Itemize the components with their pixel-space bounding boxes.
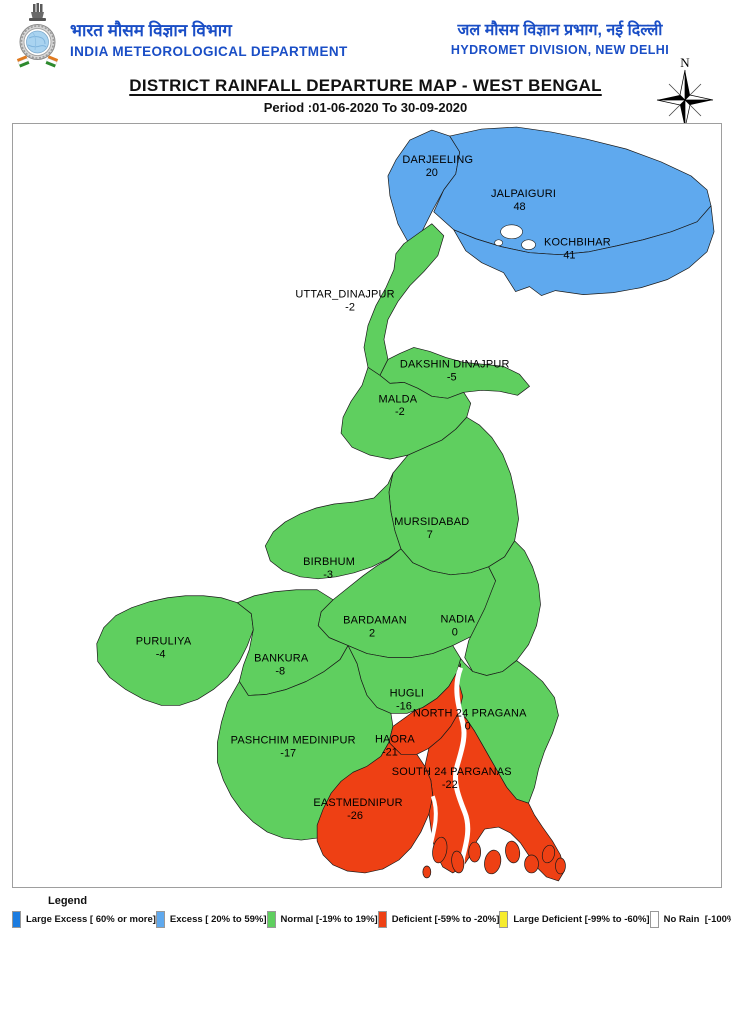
large-deficient-swatch	[499, 911, 509, 928]
svg-text:41: 41	[563, 250, 575, 262]
label-bardaman: BARDAMAN	[343, 615, 407, 627]
label-nadia: NADIA	[441, 614, 476, 626]
svg-text:-4: -4	[156, 649, 166, 661]
large-excess-swatch	[12, 911, 21, 928]
no-rain-swatch	[649, 911, 659, 928]
legend-item-excess: Excess [ 20% to 59%]	[155, 911, 267, 928]
label-kochbihar: KOCHBIHAR	[544, 237, 611, 249]
legend-item-large-deficient: Large Deficient [-99% to -60%]	[499, 911, 650, 928]
label-east-medinipur: EASTMEDNIPUR	[313, 797, 402, 809]
label-bankura: BANKURA	[254, 653, 309, 665]
svg-text:-5: -5	[447, 371, 457, 383]
district-labels: DARJEELING 20 JALPAIGURI 48 KOCHBIHAR 41…	[136, 154, 611, 822]
west-bengal-map: DARJEELING 20 JALPAIGURI 48 KOCHBIHAR 41…	[96, 126, 715, 886]
period-subtitle: Period :01-06-2020 To 30-09-2020	[263, 100, 468, 115]
map-frame: DARJEELING 20 JALPAIGURI 48 KOCHBIHAR 41…	[12, 123, 722, 888]
label-jalpaiguri: JALPAIGURI	[491, 188, 556, 200]
legend-item-normal: Normal [-19% to 19%]	[266, 911, 378, 928]
division-name-hindi: जल मौसम विज्ञान प्रभाग, नई दिल्ली	[457, 22, 663, 39]
svg-text:-2: -2	[345, 302, 355, 314]
district-birbhum	[264, 472, 402, 580]
legend-item-deficient: Deficient [-59% to -20%]	[377, 911, 499, 928]
imd-emblem-icon	[16, 3, 59, 68]
excess-swatch	[155, 911, 165, 928]
header: भारत मौसम विज्ञान विभाग INDIA METEOROLOG…	[0, 0, 731, 72]
svg-text:-21: -21	[382, 746, 398, 758]
svg-text:48: 48	[513, 201, 525, 213]
svg-text:2: 2	[369, 628, 375, 640]
label-pashchim-medinipur: PASHCHIM MEDINIPUR	[231, 734, 356, 746]
legend-heading: Legend	[48, 895, 88, 907]
label-north-24-pragana: NORTH 24 PRAGANA	[413, 707, 527, 719]
deficient-swatch	[377, 911, 387, 928]
page-title: DISTRICT RAINFALL DEPARTURE MAP - WEST B…	[129, 76, 602, 95]
svg-text:0: 0	[465, 720, 471, 732]
division-name-english: HYDROMET DIVISION, NEW DELHI	[450, 43, 670, 57]
label-darjeeling: DARJEELING	[402, 154, 473, 166]
compass-north-label: N	[680, 56, 690, 70]
svg-text:-17: -17	[280, 747, 296, 759]
division-name-block: जल मौसम विज्ञान प्रभाग, नई दिल्ली HYDROM…	[400, 18, 720, 57]
svg-text:0: 0	[452, 627, 458, 639]
district-kochbihar	[453, 205, 715, 296]
label-puruliya: PURULIYA	[136, 636, 192, 648]
legend-item-large-excess: Large Excess [ 60% or more]	[12, 911, 156, 928]
label-mursidabad: MURSIDABAD	[394, 516, 469, 528]
label-hugli: HUGLI	[390, 687, 424, 699]
svg-text:-22: -22	[442, 779, 458, 791]
district-uttar-dinajpur	[363, 223, 445, 376]
label-birbhum: BIRBHUM	[303, 556, 355, 568]
label-dakshin-dinajpur: DAKSHIN DINAJPUR	[400, 358, 510, 370]
svg-text:20: 20	[426, 167, 438, 179]
district-east-medinipur	[316, 741, 434, 874]
org-name-block: भारत मौसम विज्ञान विभाग INDIA METEOROLOG…	[70, 18, 390, 59]
svg-text:7: 7	[427, 529, 433, 541]
label-haora: HAORA	[375, 733, 415, 745]
svg-text:-3: -3	[323, 569, 333, 581]
label-malda: MALDA	[379, 393, 418, 405]
legend: Large Excess [ 60% or more] Excess [ 20%…	[12, 911, 731, 928]
svg-text:-26: -26	[347, 810, 363, 822]
svg-text:-16: -16	[396, 700, 412, 712]
label-uttar-dinajpur: UTTAR_DINAJPUR	[295, 289, 394, 301]
legend-item-no-rain: No Rain [-100%]	[649, 911, 731, 928]
normal-swatch	[266, 911, 276, 928]
svg-text:-2: -2	[395, 406, 405, 418]
north-arrow-icon: N	[656, 56, 714, 129]
label-south-24-parganas: SOUTH 24 PARGANAS	[392, 766, 512, 778]
org-name-hindi: भारत मौसम विज्ञान विभाग	[70, 21, 232, 40]
district-puruliya	[96, 595, 254, 706]
district-darjeeling	[387, 129, 461, 243]
delta-islands	[422, 836, 566, 879]
org-name-english: INDIA METEOROLOGICAL DEPARTMENT	[70, 44, 348, 59]
svg-text:-8: -8	[275, 666, 285, 678]
